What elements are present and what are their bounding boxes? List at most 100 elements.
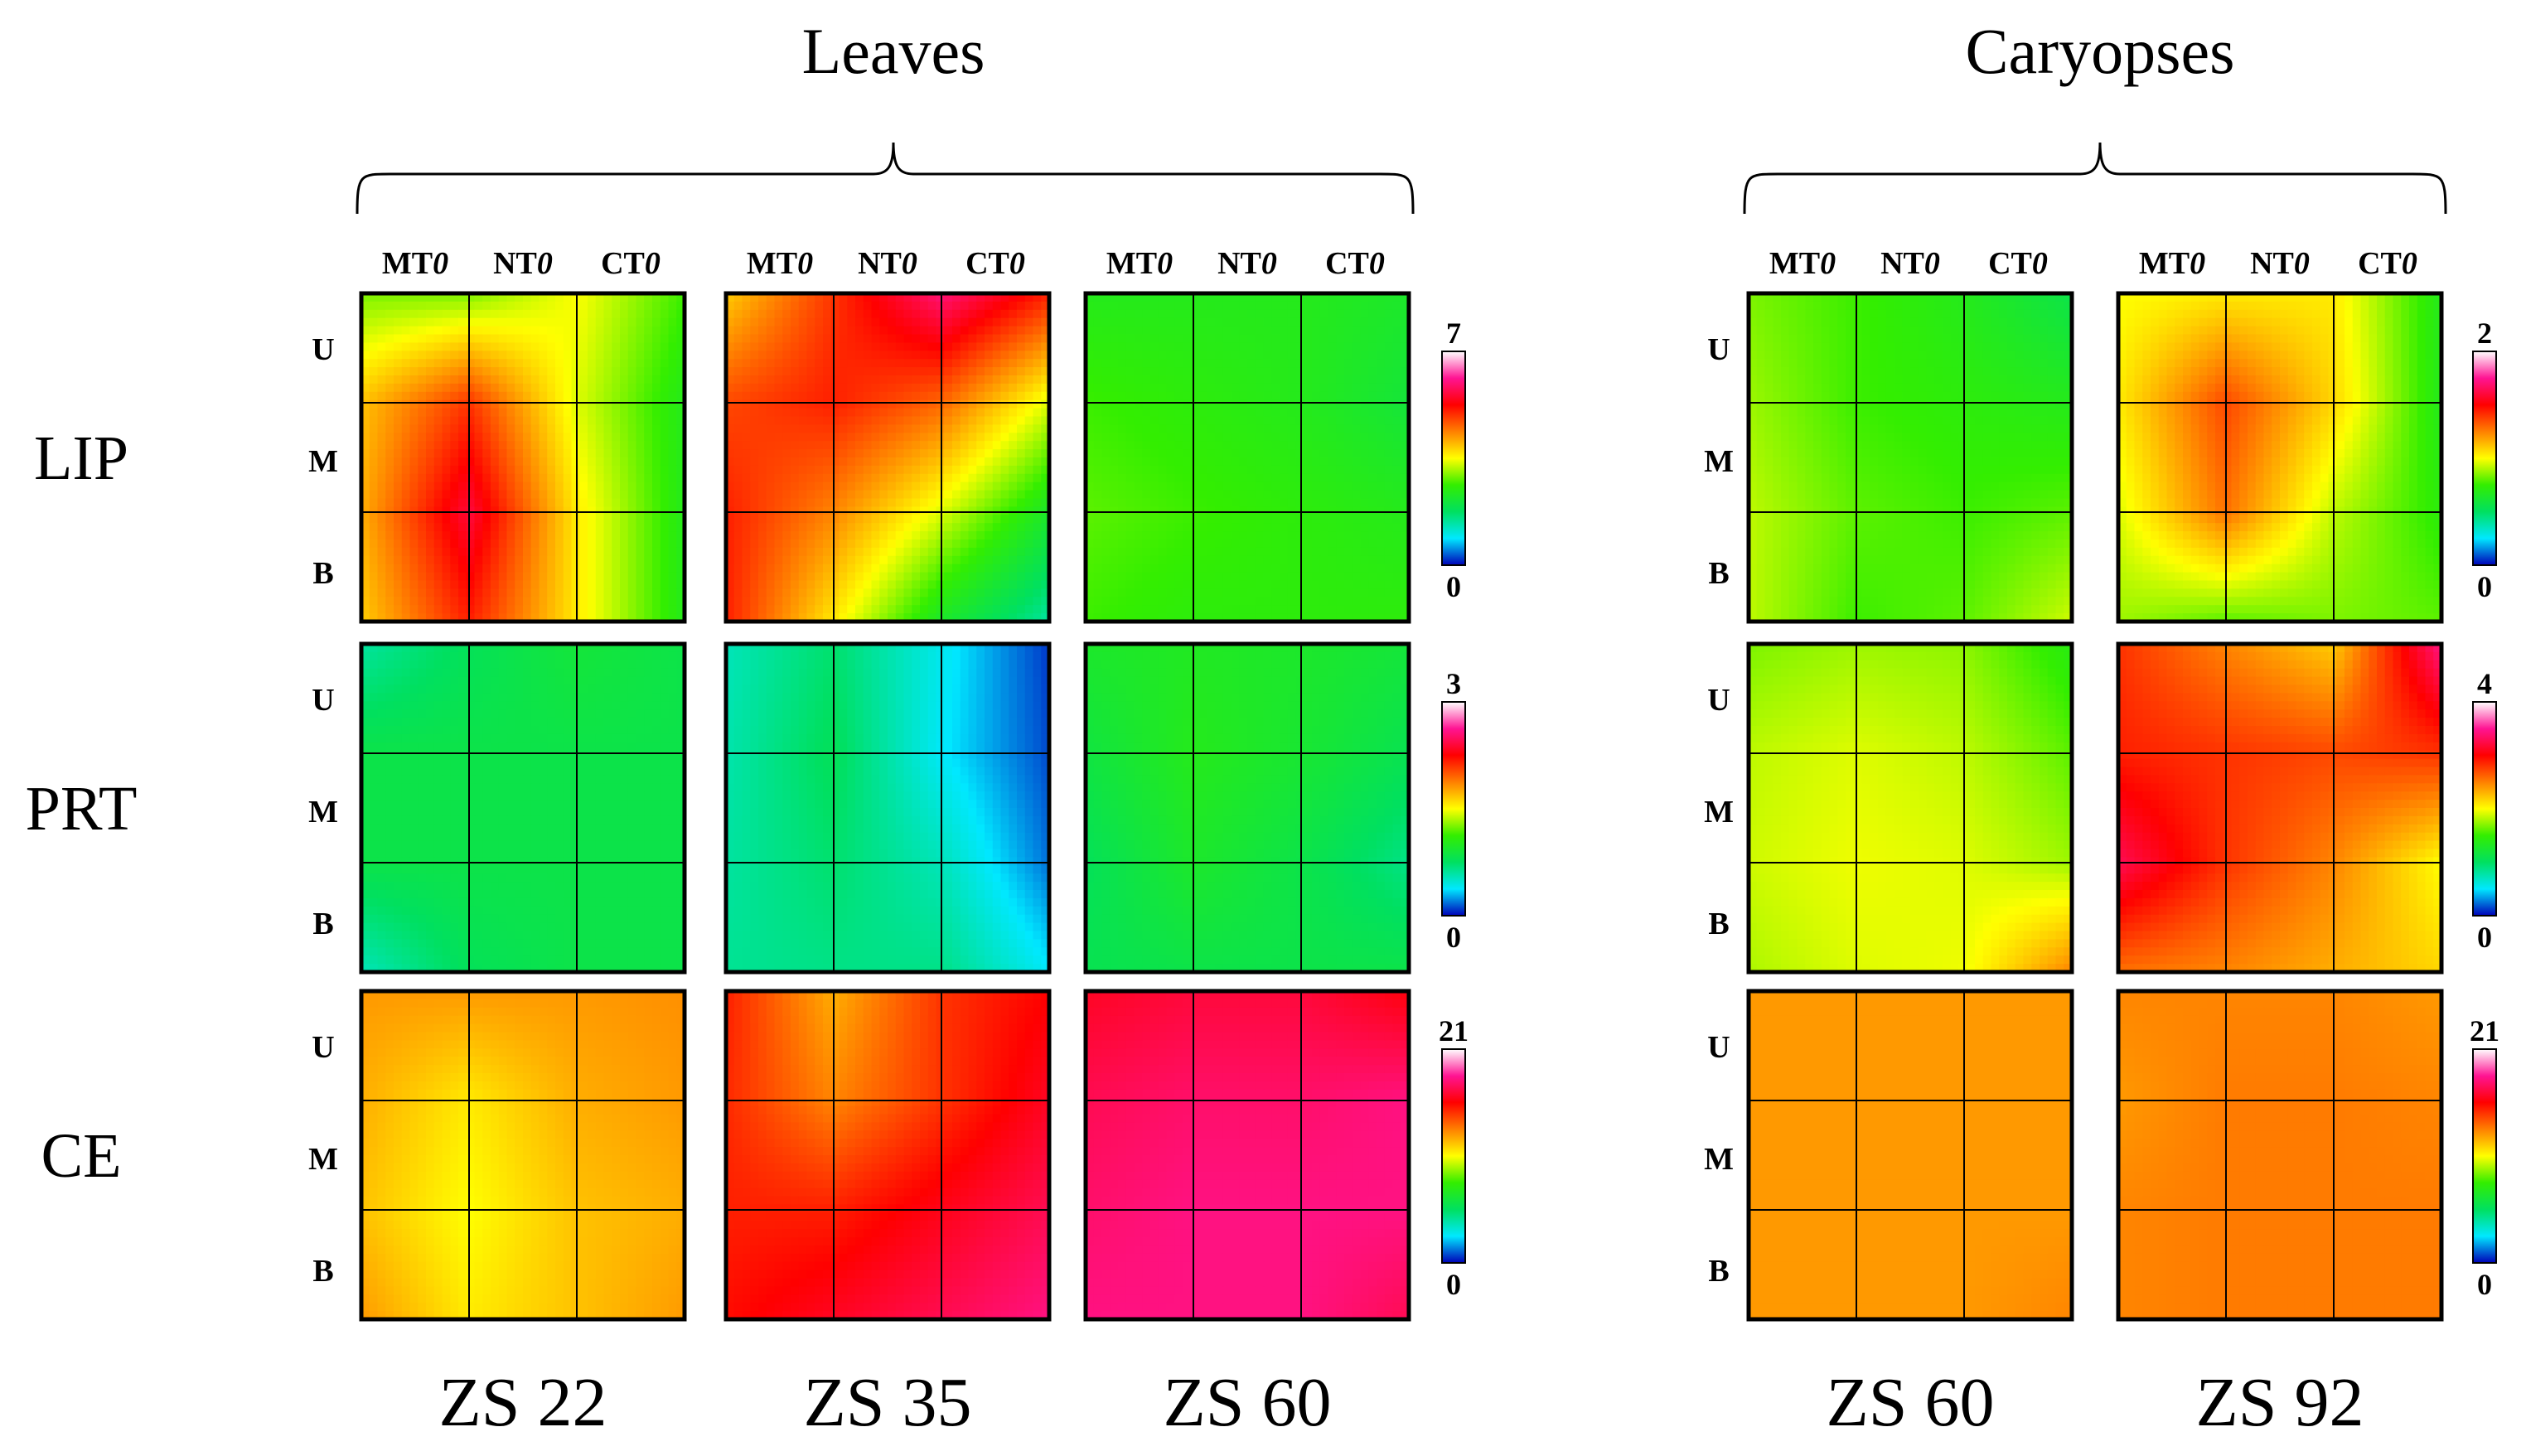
heat-cell — [571, 605, 580, 614]
heat-cell — [1125, 457, 1135, 467]
heat-cell — [603, 326, 612, 336]
heat-cell — [1215, 334, 1224, 343]
heat-cell — [515, 660, 524, 670]
heat-cell — [571, 326, 580, 336]
heat-cell — [766, 375, 776, 385]
heat-cell — [830, 605, 840, 614]
heat-cell — [1263, 539, 1272, 549]
heat-cell — [806, 473, 815, 483]
heat-cell — [968, 375, 977, 385]
heat-cell — [612, 465, 621, 475]
heat-cell — [871, 375, 880, 385]
heat-cell — [482, 359, 491, 368]
heat-cell — [506, 539, 515, 549]
heat-cell — [466, 613, 476, 622]
heat-cell — [1377, 539, 1386, 549]
heat-cell — [733, 424, 743, 433]
heat-cell — [555, 613, 564, 622]
heat-cell — [758, 515, 767, 524]
heat-cell — [774, 293, 783, 302]
heat-cell — [612, 490, 621, 500]
heat-cell — [442, 351, 451, 360]
heat-cell — [1166, 351, 1175, 360]
heat-cell — [895, 293, 905, 302]
heat-cell — [1198, 301, 1207, 311]
heat-cell — [1110, 309, 1119, 319]
heat-cell — [466, 309, 476, 319]
heat-cell — [1183, 359, 1192, 368]
heat-cell — [798, 433, 808, 442]
heat-cell — [985, 531, 994, 540]
heat-cell — [539, 309, 548, 319]
heat-cell — [433, 449, 443, 458]
heat-cell — [1222, 433, 1232, 442]
heat-cell — [394, 668, 403, 678]
heat-cell — [676, 605, 685, 614]
heat-cell — [409, 408, 419, 418]
heat-cell — [1384, 301, 1394, 311]
heat-cell — [498, 668, 508, 678]
heat-cell — [523, 465, 532, 475]
heat-cell — [361, 375, 370, 385]
heat-cell — [1207, 351, 1216, 360]
heat-cell — [903, 309, 912, 319]
heat-cell — [466, 433, 476, 442]
heat-cell — [450, 597, 459, 606]
heat-cell — [539, 465, 548, 475]
heat-cell — [1174, 441, 1183, 450]
position-label-u: U — [312, 332, 334, 367]
heat-cell — [903, 293, 912, 302]
heat-cell — [855, 424, 864, 433]
heat-cell — [450, 391, 459, 401]
heat-cell — [830, 424, 840, 433]
heat-cell — [1017, 383, 1026, 393]
heat-cell — [612, 644, 621, 653]
heat-cell — [418, 564, 427, 573]
heat-cell — [903, 342, 912, 351]
heat-cell — [571, 613, 580, 622]
heat-cell — [620, 613, 629, 622]
heat-cell — [1231, 449, 1240, 458]
heat-cell — [676, 424, 685, 433]
heat-cell — [433, 342, 443, 351]
heat-cell — [1255, 539, 1265, 549]
heat-cell — [458, 539, 467, 549]
heat-cell — [888, 572, 897, 582]
heat-cell — [903, 351, 912, 360]
heat-cell — [1000, 293, 1009, 302]
heat-cell — [806, 547, 815, 557]
heat-cell — [1215, 498, 1224, 507]
heat-cell — [952, 383, 961, 393]
heat-cell — [644, 391, 653, 401]
heat-cell — [936, 572, 945, 582]
heat-cell — [791, 506, 800, 515]
heat-cell — [442, 449, 451, 458]
heat-cell — [1287, 481, 1297, 491]
heat-cell — [815, 334, 824, 343]
heat-cell — [361, 342, 370, 351]
heat-cell — [385, 580, 394, 589]
heat-cell — [798, 334, 808, 343]
heat-cell — [944, 441, 953, 450]
heat-cell — [401, 613, 411, 622]
heat-cell — [895, 367, 905, 376]
heat-cell — [515, 424, 524, 433]
heat-cell — [418, 498, 427, 507]
heat-cell — [960, 580, 970, 589]
heat-cell — [863, 539, 873, 549]
heat-cell — [1295, 580, 1304, 589]
heat-cell — [1287, 334, 1297, 343]
heat-cell — [847, 399, 856, 409]
heat-cell — [523, 613, 532, 622]
heat-cell — [944, 334, 953, 343]
heat-cell — [1384, 605, 1394, 614]
heat-cell — [1041, 433, 1050, 442]
heat-cell — [394, 473, 403, 483]
heat-cell — [1312, 490, 1321, 500]
heat-cell — [1125, 334, 1135, 343]
heat-cell — [433, 597, 443, 606]
heat-cell — [498, 433, 508, 442]
heat-cell — [1295, 326, 1304, 336]
heat-cell — [1174, 490, 1183, 500]
heat-cell — [750, 531, 759, 540]
